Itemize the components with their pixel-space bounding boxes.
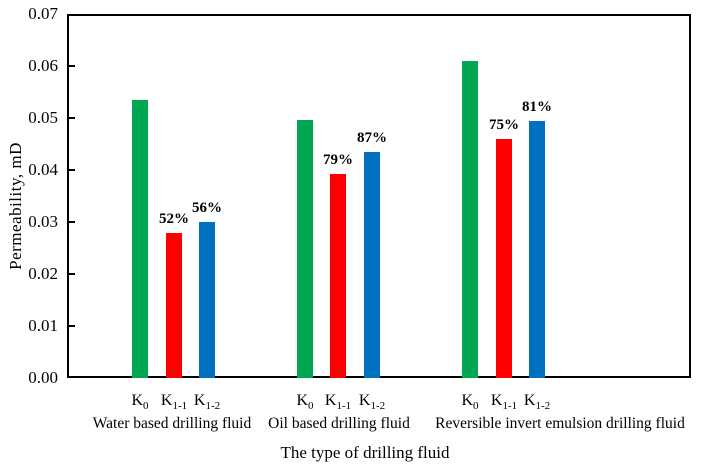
bar-k0: [297, 120, 313, 378]
y-axis-tick-label: 0.01: [28, 316, 58, 335]
recovery-percent-label: 56%: [192, 200, 222, 216]
y-axis-tick-label: 0.06: [28, 56, 58, 75]
x-tick-label-k1-2: K1-2: [358, 392, 386, 413]
x-tick-label-k0: K0: [461, 392, 479, 413]
x-tick-label-k1-2: K1-2: [523, 392, 551, 413]
recovery-percent-label: 87%: [357, 130, 387, 146]
y-axis-tick-mark: [67, 221, 75, 223]
y-axis-tick-label: 0.04: [28, 160, 58, 179]
bar-k1-1: [330, 174, 346, 378]
group-label: Reversible invert emulsion drilling flui…: [435, 415, 685, 432]
bar-k0: [462, 61, 478, 378]
bar-k1-1: [166, 233, 182, 378]
recovery-percent-label: 75%: [489, 117, 519, 133]
recovery-percent-label: 81%: [522, 99, 552, 115]
x-tick-label-k1-1: K1-1: [160, 392, 188, 413]
y-axis-tick-label: 0.02: [28, 264, 58, 283]
bar-k1-2: [199, 222, 215, 378]
y-axis-tick-label: 0.03: [28, 212, 58, 231]
y-axis-tick-mark: [67, 117, 75, 119]
bar-k1-2: [529, 121, 545, 378]
group-label: Water based drilling fluid: [92, 415, 252, 432]
group-label: Oil based drilling fluid: [268, 415, 410, 432]
x-tick-label-k0: K0: [131, 392, 149, 413]
y-axis-tick-mark: [67, 169, 75, 171]
recovery-percent-label: 52%: [159, 211, 189, 227]
x-tick-label-k0: K0: [296, 392, 314, 413]
recovery-percent-label: 79%: [323, 152, 353, 168]
y-axis-tick-label: 0.00: [28, 368, 58, 387]
plot-area: 52% 56% 79% 87% 75% 81%: [67, 14, 691, 378]
x-tick-label-k1-1: K1-1: [490, 392, 518, 413]
x-axis-title: The type of drilling fluid: [280, 443, 450, 462]
x-tick-label-k1-1: K1-1: [324, 392, 352, 413]
bar-k1-1: [496, 139, 512, 378]
bar-k1-2: [364, 152, 380, 378]
bar-k0: [132, 100, 148, 378]
x-tick-label-k1-2: K1-2: [193, 392, 221, 413]
y-axis-tick-label: 0.05: [28, 108, 58, 127]
y-axis-tick-mark: [67, 325, 75, 327]
y-axis-tick-mark: [67, 65, 75, 67]
y-axis-tick-label: 0.07: [28, 4, 58, 23]
y-axis-tick-mark: [67, 273, 75, 275]
